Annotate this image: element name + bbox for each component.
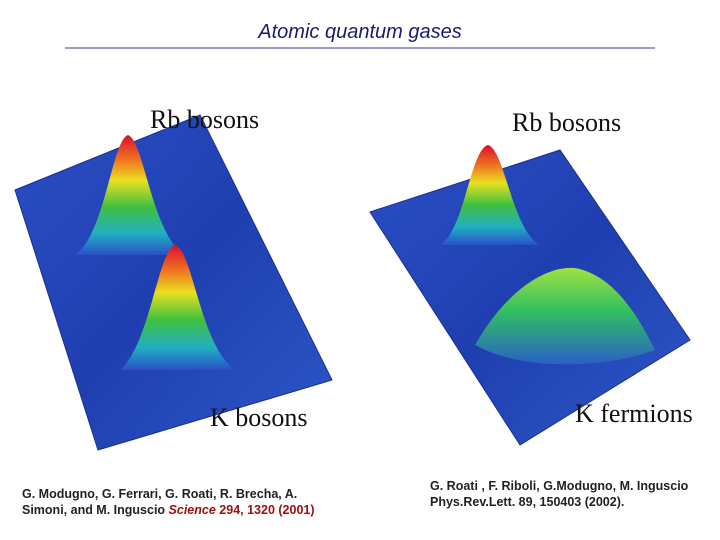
image-label: K fermions <box>575 399 693 428</box>
citation-reference: 294, 1320 (2001) <box>219 503 315 517</box>
peak <box>75 135 185 255</box>
right-figure: Rb bosons K fermions <box>369 108 693 446</box>
citation: G. Modugno, G. Ferrari, G. Roati, R. Bre… <box>22 486 342 518</box>
left-figure: Rb bosons K bosons <box>14 105 333 451</box>
image-label: Rb bosons <box>512 108 621 137</box>
citation-authors: G. Modugno, G. Ferrari, G. Roati, R. Bre… <box>22 487 298 517</box>
mound <box>475 267 655 365</box>
image-label: Rb bosons <box>150 105 259 134</box>
citation-journal: Science <box>168 503 216 517</box>
peak <box>120 245 235 370</box>
citation: G. Roati , F. Riboli, G.Modugno, M. Ingu… <box>430 479 689 509</box>
slide-title: Atomic quantum gases <box>257 21 461 43</box>
peak <box>440 145 540 245</box>
image-label: K bosons <box>210 403 308 432</box>
